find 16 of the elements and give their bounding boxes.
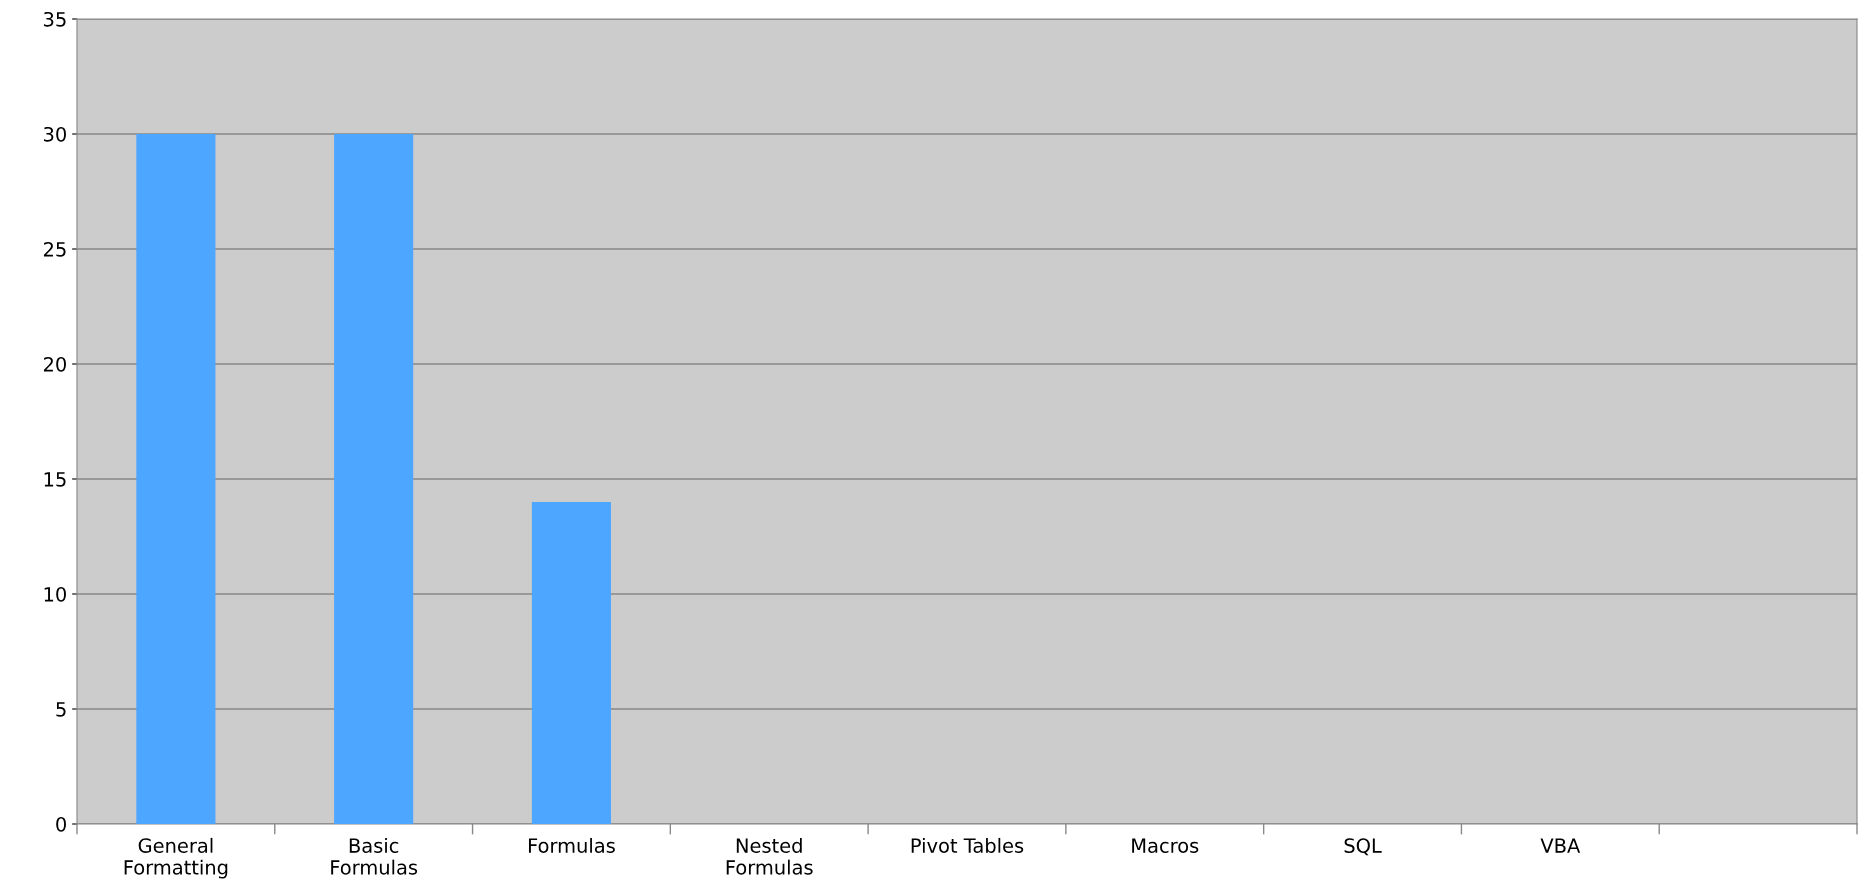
x-tick-label: SQL (1344, 838, 1382, 856)
x-tick-label: Nested Formulas (726, 837, 813, 875)
y-tick-label: 15 (44, 472, 66, 487)
x-tick-label: Formulas (528, 837, 615, 853)
y-tick-label: 5 (56, 702, 66, 717)
y-tick-label: 35 (44, 11, 66, 27)
x-tick-label: Macros (1132, 838, 1199, 853)
x-tick-label: Basic Formulas (331, 837, 418, 875)
y-tick-label: 20 (43, 356, 66, 372)
x-tick-label: Pivot Tables (911, 837, 1024, 853)
y-tick-label: 30 (44, 126, 66, 142)
y-tick-label: 25 (43, 241, 66, 257)
y-tick-label: 10 (44, 586, 66, 602)
y-tick-label: 0 (56, 816, 66, 832)
x-tick-label: General Formatting (124, 837, 228, 879)
x-tick-label: VBA (1540, 838, 1581, 853)
